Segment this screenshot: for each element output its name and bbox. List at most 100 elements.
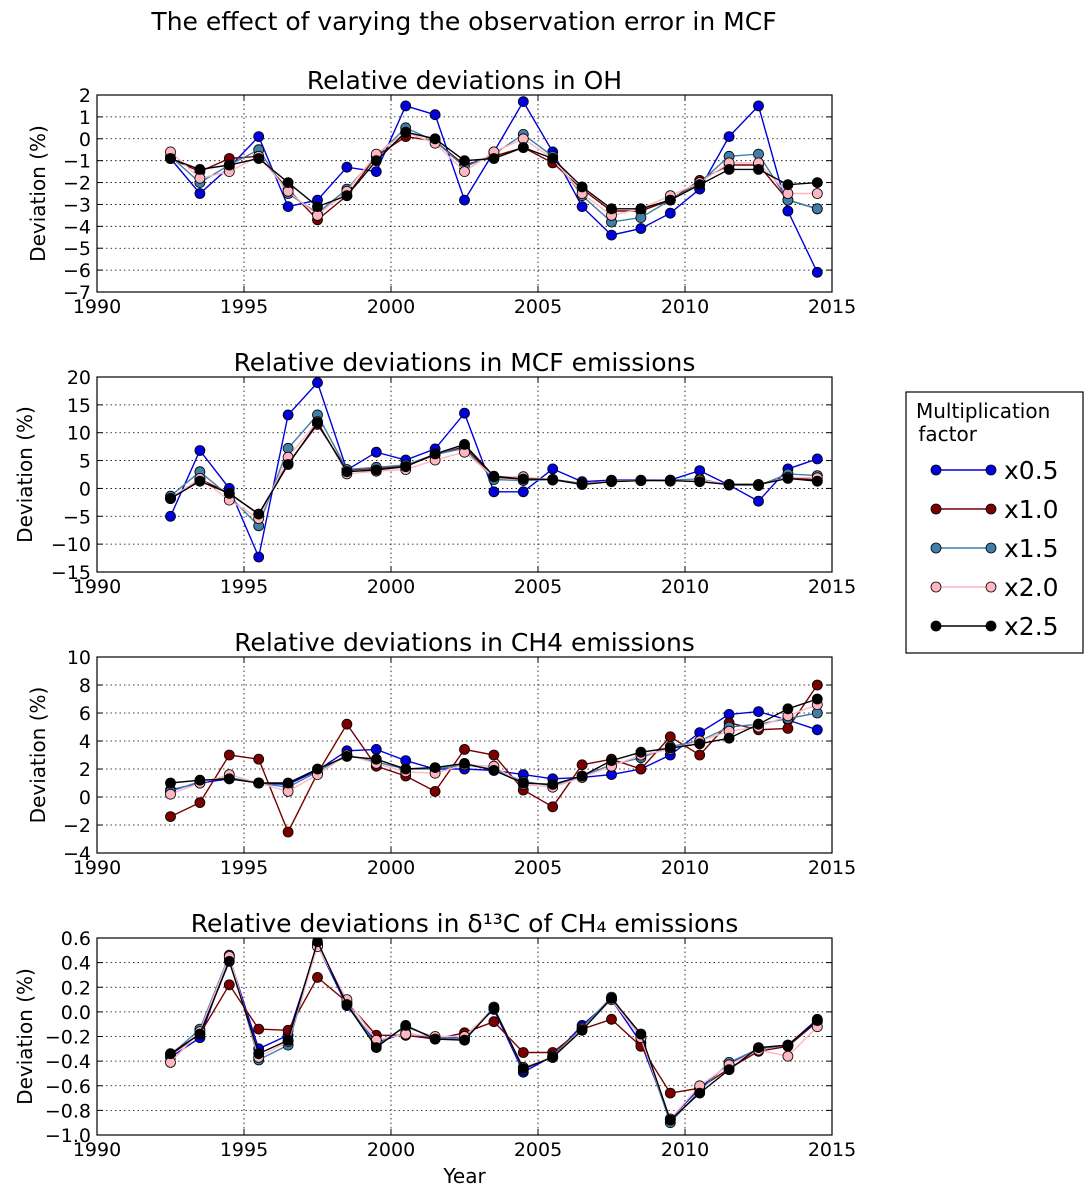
data-point-x0.5 [459, 194, 470, 206]
data-point-x2.5 [282, 777, 294, 789]
data-point-x1.0 [782, 723, 794, 734]
data-point-x0.5 [547, 463, 559, 475]
data-point-x0.5 [253, 551, 265, 563]
data-point-x2.5 [547, 474, 559, 485]
data-point-x2.5 [782, 1039, 794, 1051]
series-line-x0.5 [170, 943, 818, 1121]
legend-entry-x1.0: x1.0 [930, 495, 1059, 524]
data-point-x2.5 [664, 475, 676, 487]
legend-marker [985, 620, 997, 632]
data-point-x2.5 [664, 194, 676, 206]
data-point-x2.5 [694, 1087, 706, 1099]
data-point-x1.0 [517, 1047, 529, 1058]
data-point-x2.5 [223, 773, 235, 785]
data-point-x0.5 [606, 229, 617, 241]
data-point-x2.5 [341, 999, 353, 1010]
x-tick-label: 2015 [808, 1139, 856, 1161]
data-point-x1.0 [312, 972, 323, 983]
series-line-x0.5 [169, 381, 818, 560]
data-point-x2.5 [782, 703, 794, 715]
data-point-x1.0 [341, 718, 353, 730]
data-point-x2.5 [635, 746, 647, 758]
y-tick-label: 5 [79, 451, 91, 473]
y-tick-label: 0.2 [61, 977, 91, 999]
data-point-x0.5 [370, 446, 382, 458]
data-point-x2.5 [811, 177, 823, 189]
y-tick-label: 15 [67, 395, 91, 417]
data-point-x2.5 [429, 1033, 441, 1045]
legend-marker [930, 542, 942, 554]
y-tick-label: 10 [67, 647, 91, 669]
y-axis-label: Deviation (%) [13, 968, 37, 1105]
y-tick-label: −15 [51, 562, 91, 584]
x-tick-label: 1990 [73, 296, 121, 318]
y-tick-label: −7 [63, 282, 91, 304]
y-tick-label: 0 [79, 129, 91, 151]
y-tick-label: −2 [63, 815, 91, 837]
y-tick-label: −2 [63, 173, 91, 195]
data-point-x2.5 [488, 765, 500, 776]
legend-marker [930, 464, 942, 476]
data-point-x2.5 [341, 190, 353, 202]
data-point-x2.5 [811, 475, 823, 487]
subplot-2: 1990 1995 2000 2005 2010 2015 −15 −10 −5 0 5 10 15 20… [13, 348, 856, 598]
data-point-x2.5 [253, 153, 265, 164]
y-tick-label: −1 [63, 151, 91, 173]
y-tick-label: 2 [79, 85, 91, 107]
data-point-x2.5 [723, 732, 735, 744]
y-tick-label: 0.4 [61, 953, 91, 975]
data-point-x2.5 [459, 1034, 470, 1046]
data-point-x2.5 [606, 992, 617, 1004]
subplot-4: 1990 1995 2000 2005 2010 2015 −1.0 −0.8−0.6 −0.4… [13, 909, 856, 1188]
data-point-x1.0 [488, 1016, 500, 1028]
data-point-x2.5 [576, 479, 588, 490]
plot-frame [96, 656, 833, 854]
x-tick-label: 1995 [220, 1139, 268, 1161]
data-point-x2.5 [253, 508, 265, 520]
data-point-x0.5 [370, 166, 382, 178]
data-point-x2.5 [429, 762, 441, 773]
data-point-x2.5 [370, 753, 382, 765]
data-point-x2.5 [400, 126, 412, 138]
data-point-x2.5 [459, 155, 470, 167]
data-point-x0.5 [517, 96, 529, 107]
legend-entry-x2.0: x2.0 [930, 573, 1059, 602]
series-group [165, 679, 823, 838]
x-tick-label: 2005 [514, 296, 562, 318]
data-point-x2.5 [488, 470, 500, 482]
data-point-x2.5 [312, 201, 323, 213]
data-point-x2.5 [370, 155, 382, 167]
data-point-x1.0 [694, 749, 706, 761]
data-point-x1.0 [165, 811, 176, 822]
data-point-x0.5 [811, 266, 823, 278]
y-tick-label: 20 [67, 367, 91, 389]
data-point-x2.5 [282, 1034, 294, 1046]
data-point-x0.5 [753, 706, 764, 717]
data-point-x2.5 [547, 153, 559, 164]
data-point-x2.5 [223, 487, 235, 499]
subplot-title: Relative deviations in CH4 emissions [234, 628, 695, 657]
series-line-x1.0 [170, 976, 818, 1094]
data-point-x1.0 [664, 731, 676, 743]
data-point-x2.5 [547, 779, 559, 790]
data-point-x2.5 [576, 770, 588, 782]
x-tick-label: 1990 [73, 857, 121, 879]
data-point-x2.5 [223, 159, 235, 171]
legend-title-line1: Multiplication [916, 399, 1050, 423]
x-tick-label: 2015 [808, 296, 856, 318]
x-tick-label: 2005 [514, 1139, 562, 1161]
data-point-x2.5 [341, 751, 353, 762]
data-point-x2.5 [753, 1042, 764, 1053]
data-point-x0.5 [341, 161, 353, 173]
data-point-x1.0 [223, 749, 235, 761]
data-point-x2.5 [312, 763, 323, 775]
data-point-x2.0 [782, 1050, 794, 1062]
y-tick-label: 0.0 [61, 1002, 91, 1024]
data-point-x1.0 [576, 759, 588, 771]
data-point-x2.5 [488, 153, 500, 164]
data-point-x2.5 [782, 472, 794, 484]
data-point-x0.5 [811, 724, 823, 736]
data-point-x2.5 [576, 1024, 588, 1036]
series-line-x1.5 [170, 942, 818, 1125]
